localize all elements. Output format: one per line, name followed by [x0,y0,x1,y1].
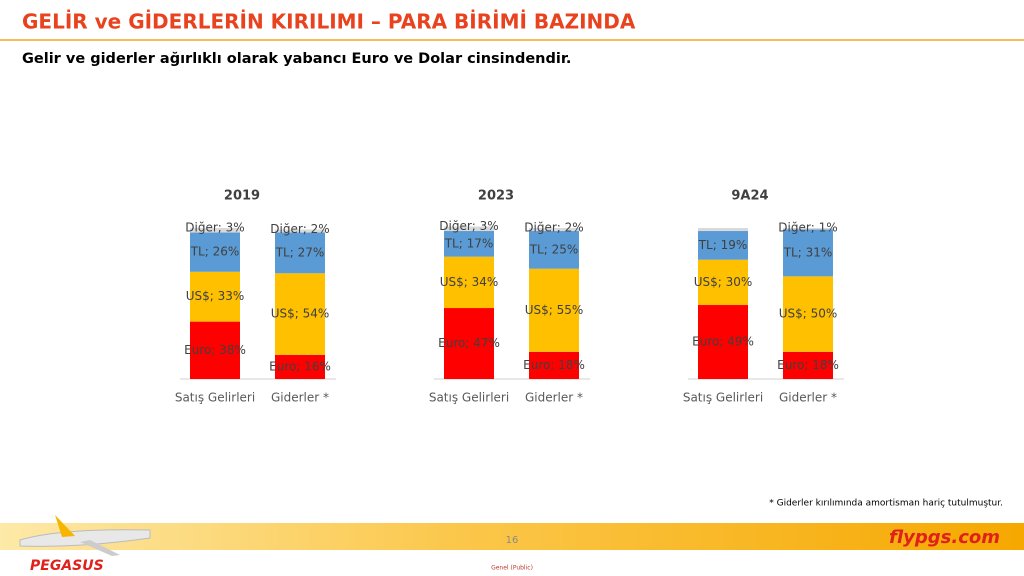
value-label: Diğer; 3% [439,219,498,233]
plane-logo [19,515,151,556]
value-label: Diğer; 2% [270,222,329,236]
brand-url: flypgs.com [889,527,1000,548]
value-label: TL; 25% [529,242,579,256]
brand: PEGASUS [30,558,104,574]
x-tick-label: Giderler * [779,391,837,405]
subtitle: Gelir ve giderler ağırlıklı olarak yaban… [22,51,571,67]
plane-body [19,529,151,547]
value-label: Diğer; 3% [185,221,244,235]
value-label: US$; 34% [440,275,499,289]
bar-segment [783,228,833,230]
bar-segment [275,354,325,379]
value-label: Diğer; 2% [524,221,583,235]
x-tick-label: Giderler * [271,391,329,405]
plane-tail [55,515,75,537]
bar-segment [698,305,748,379]
chart-title: 2023 [478,189,514,204]
slide-title: GELİR ve GİDERLERİN KIRILIMI – PARA BİRİ… [22,10,636,34]
page-number: 16 [506,535,519,546]
classification: Genel (Public) [491,565,533,572]
bar-segment [190,321,240,379]
value-label: TL; 27% [275,245,325,259]
bar-segment [275,273,325,355]
bar-segment [275,232,325,274]
plane-wing [80,540,120,556]
bar-segment [698,231,748,260]
bar-segment [190,232,240,272]
value-label: Euro; 16% [269,359,331,373]
footer-band [0,523,1024,550]
value-label: Euro; 49% [692,335,754,349]
value-label: US$; 54% [271,307,330,321]
bar-segment [783,229,833,277]
bar-segment [444,256,494,309]
bar-segment [529,351,579,379]
bar-segment [529,268,579,352]
bar-segment [529,228,579,232]
bar-segment [529,231,579,269]
x-tick-label: Satış Gelirleri [175,391,255,405]
chart-title: 2019 [224,189,260,204]
bar-segment [783,276,833,352]
bar-segment [190,271,240,322]
value-label: US$; 50% [779,307,838,321]
bar-segment [698,259,748,306]
chart-title: 9A24 [731,189,768,204]
bar-segment [190,228,240,233]
footnote: * Giderler kırılımında amortisman hariç … [769,499,1003,509]
x-tick-label: Satış Gelirleri [683,391,763,405]
value-label: TL; 26% [190,245,240,259]
x-tick-label: Giderler * [525,391,583,405]
value-label: TL; 17% [444,236,494,250]
value-label: US$; 55% [525,303,584,317]
value-label: US$; 30% [694,275,753,289]
value-label: Euro; 18% [777,358,839,372]
bar-segment [275,229,325,233]
bar-segment [783,351,833,379]
x-tick-label: Satış Gelirleri [429,391,509,405]
value-label: TL; 31% [783,245,833,259]
value-label: Euro; 47% [438,336,500,350]
value-label: US$; 33% [186,289,245,303]
value-label: Euro; 38% [184,343,246,357]
value-label: Diğer; 1% [778,221,837,235]
value-label: Euro; 18% [523,358,585,372]
bar-segment [444,226,494,232]
bar-segment [444,231,494,257]
bar-segment [444,308,494,379]
value-label: TL; 19% [698,238,748,252]
bar-segment [698,228,748,232]
